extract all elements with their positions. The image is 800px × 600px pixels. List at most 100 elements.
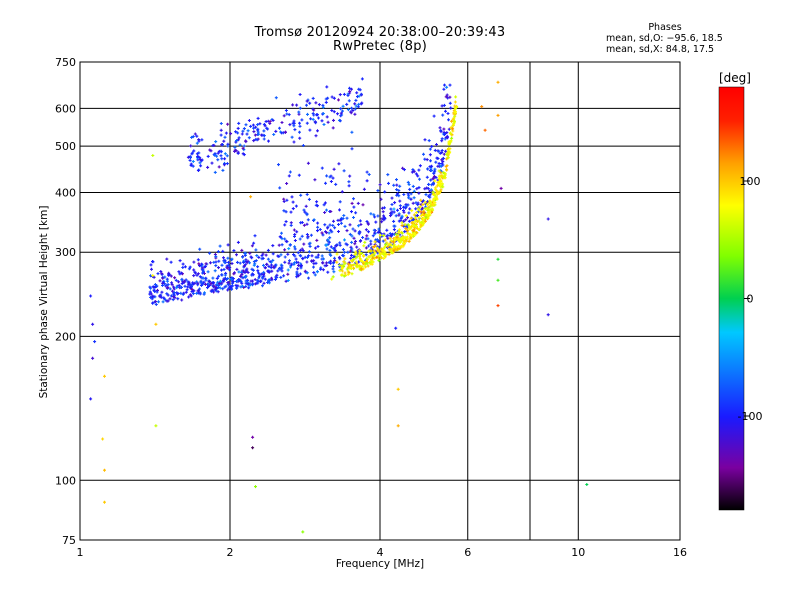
- o-mode-point: [367, 173, 371, 176]
- o-mode-point: [261, 133, 265, 137]
- x-mode-point: [387, 252, 391, 256]
- o-mode-point: [218, 286, 222, 290]
- o-mode-point: [432, 174, 436, 178]
- x-mode-point: [352, 263, 356, 267]
- x-mode-point: [453, 100, 457, 104]
- x-mode-point: [428, 199, 432, 203]
- o-mode-point: [393, 224, 397, 228]
- o-mode-point: [261, 276, 265, 280]
- o-mode-point: [340, 190, 344, 194]
- o-mode-point: [376, 214, 380, 218]
- o-mode-point: [227, 286, 231, 290]
- o-mode-point: [256, 279, 260, 282]
- o-mode-point: [411, 184, 415, 188]
- o-mode-point: [397, 213, 401, 217]
- o-mode-point: [342, 250, 346, 254]
- x-mode-point: [445, 157, 449, 161]
- o-mode-point: [151, 260, 155, 264]
- o-mode-point: [414, 201, 418, 205]
- o-mode-point: [295, 103, 299, 107]
- o-mode-point: [298, 136, 302, 140]
- o-mode-point: [417, 168, 421, 172]
- o-mode-point: [286, 279, 290, 282]
- o-mode-point: [214, 140, 218, 144]
- o-mode-point: [313, 273, 317, 277]
- x-mode-point: [422, 210, 426, 214]
- y-tick-label: 200: [55, 330, 76, 343]
- o-mode-point: [350, 240, 354, 244]
- o-mode-point: [392, 228, 396, 232]
- x-mode-point: [437, 169, 441, 173]
- o-mode-point: [365, 234, 369, 238]
- o-mode-point: [232, 249, 236, 253]
- o-mode-point: [263, 124, 267, 128]
- o-mode-point: [307, 254, 310, 258]
- o-mode-point: [261, 284, 264, 288]
- o-mode-point: [198, 275, 202, 279]
- o-mode-point: [406, 192, 410, 196]
- scatter-point: [496, 113, 500, 117]
- o-mode-point: [329, 254, 333, 257]
- o-mode-point: [157, 300, 160, 304]
- o-mode-point: [266, 257, 270, 261]
- o-mode-point: [289, 265, 292, 269]
- o-mode-point: [296, 251, 300, 255]
- o-mode-point: [329, 245, 333, 249]
- o-mode-point: [305, 193, 309, 196]
- o-mode-point: [213, 269, 217, 273]
- o-mode-point: [298, 121, 301, 125]
- x-mode-point: [400, 231, 404, 235]
- o-mode-point: [309, 233, 313, 237]
- o-mode-point: [361, 236, 365, 239]
- o-mode-point: [376, 189, 380, 193]
- o-mode-point: [293, 234, 296, 238]
- o-mode-point: [326, 238, 330, 242]
- o-mode-point: [337, 255, 341, 259]
- o-mode-point: [399, 216, 403, 220]
- o-mode-point: [259, 279, 263, 283]
- o-mode-point: [284, 210, 288, 214]
- o-mode-point: [226, 243, 230, 247]
- o-mode-point: [292, 228, 296, 232]
- o-mode-point: [240, 132, 244, 136]
- o-mode-point: [200, 158, 204, 162]
- o-mode-point: [289, 223, 293, 227]
- o-mode-point: [325, 115, 329, 119]
- o-mode-point: [318, 228, 322, 231]
- o-mode-point: [242, 264, 246, 268]
- o-mode-point: [282, 209, 286, 213]
- o-mode-point: [366, 222, 370, 226]
- x-mode-point: [453, 107, 457, 111]
- o-mode-point: [261, 252, 265, 256]
- x-mode-point: [366, 264, 370, 268]
- scatter-point: [499, 186, 503, 190]
- o-mode-point: [192, 274, 196, 278]
- o-mode-point: [442, 103, 446, 107]
- o-mode-point: [148, 285, 152, 289]
- o-mode-point: [448, 83, 452, 87]
- o-mode-point: [398, 184, 402, 188]
- o-mode-point: [177, 270, 181, 274]
- o-mode-point: [165, 292, 169, 296]
- o-mode-point: [392, 183, 396, 187]
- o-mode-point: [293, 239, 297, 242]
- o-mode-point: [278, 235, 282, 239]
- o-mode-point: [376, 230, 380, 234]
- o-mode-point: [423, 187, 427, 191]
- x-mode-point: [395, 245, 399, 249]
- o-mode-point: [255, 138, 259, 142]
- o-mode-point: [173, 296, 177, 300]
- scatter-point: [480, 105, 484, 109]
- o-mode-point: [217, 274, 221, 278]
- o-mode-point: [217, 285, 220, 289]
- o-mode-point: [365, 179, 369, 183]
- o-mode-point: [349, 245, 353, 249]
- o-mode-point: [241, 129, 245, 133]
- o-mode-point: [355, 91, 359, 95]
- o-mode-point: [359, 92, 363, 96]
- o-mode-point: [233, 145, 237, 149]
- x-mode-point: [413, 216, 417, 220]
- o-mode-point: [339, 218, 343, 222]
- o-mode-point: [404, 218, 408, 222]
- o-mode-point: [307, 197, 311, 201]
